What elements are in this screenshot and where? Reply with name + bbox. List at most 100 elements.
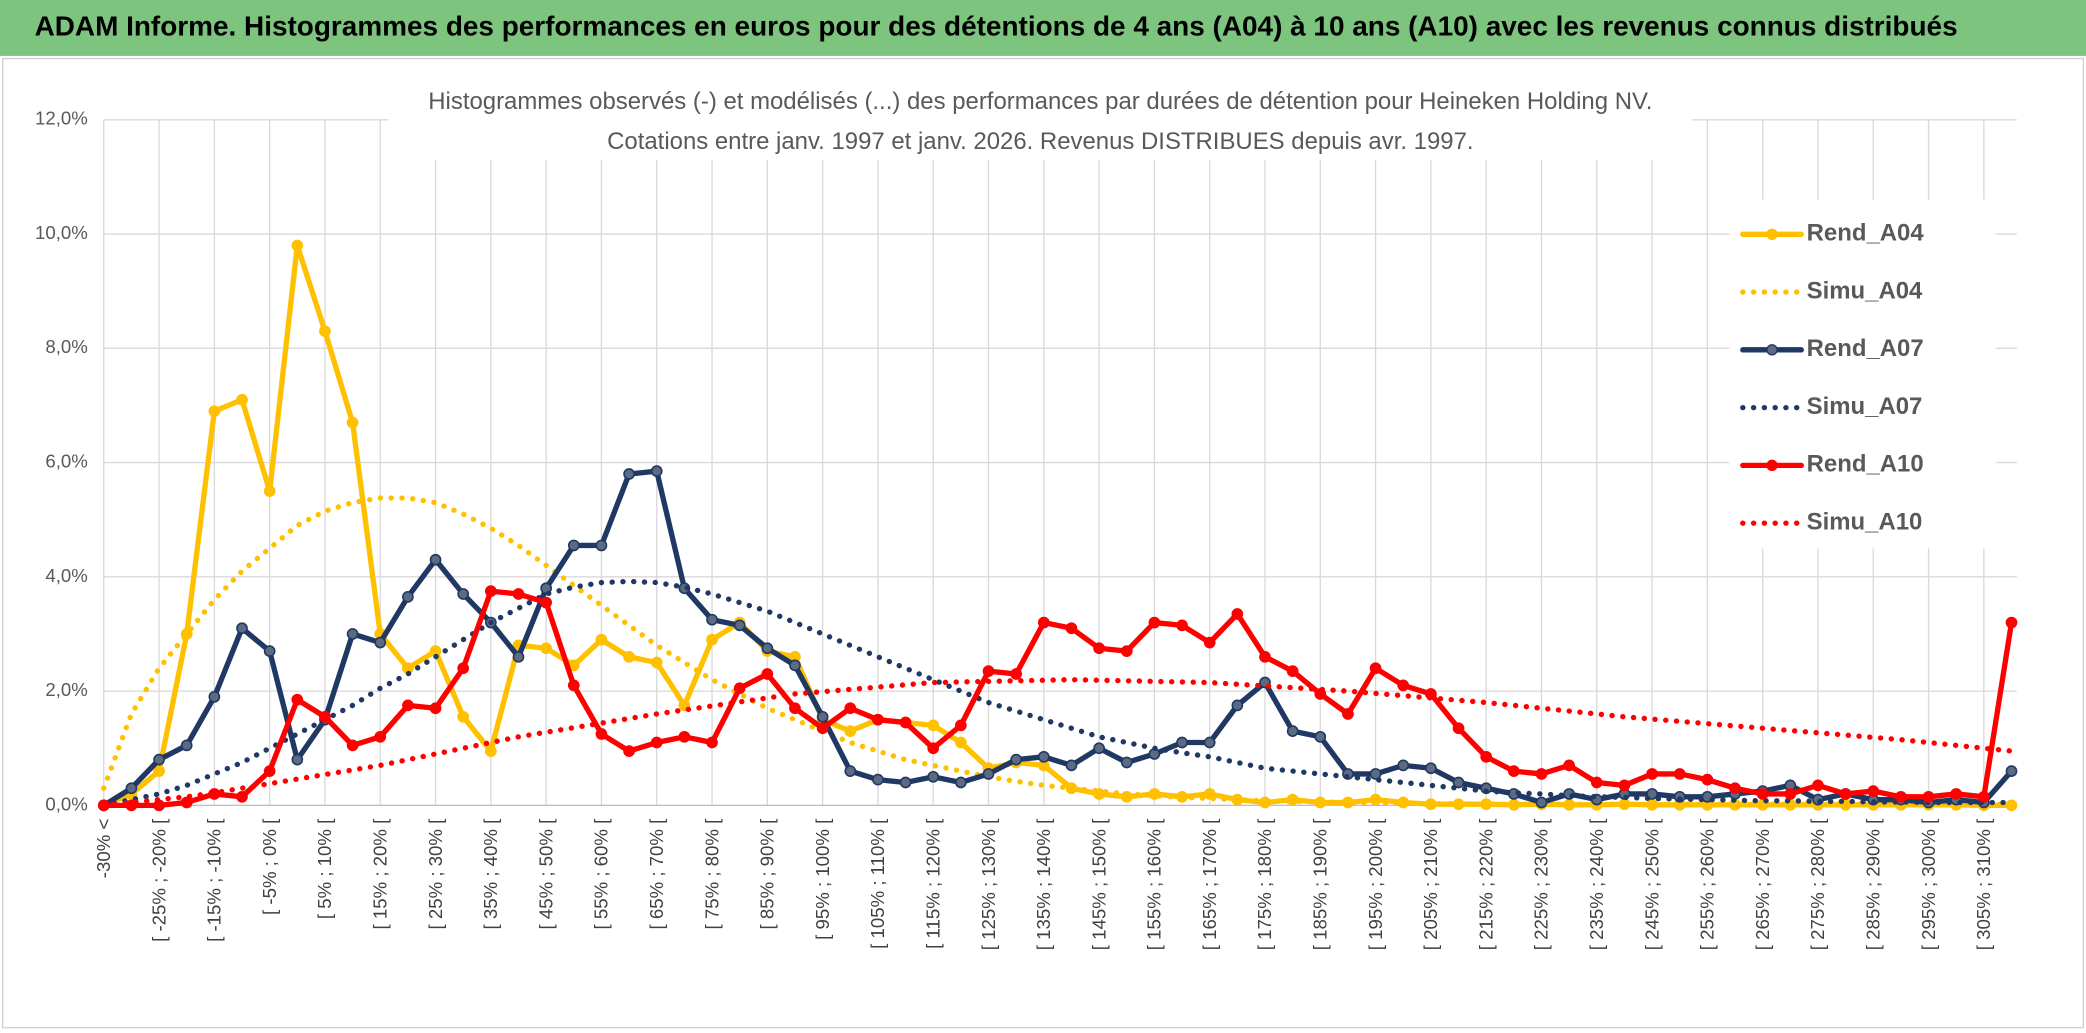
chart-subtitle: Cotations entre janv. 1997 et janv. 2026… [607, 128, 1473, 155]
y-tick-label: 6,0% [45, 451, 87, 472]
point-marker [567, 539, 580, 552]
point-marker [623, 650, 635, 663]
point-marker [872, 773, 884, 786]
point-marker [263, 645, 276, 657]
model-line [101, 495, 2015, 807]
point-marker [1535, 768, 1548, 780]
point-marker [789, 702, 801, 715]
point-marker [1342, 708, 1354, 720]
point-marker [1314, 730, 1327, 743]
point-marker [402, 699, 414, 712]
point-marker [1203, 736, 1216, 749]
point-marker [1231, 699, 1244, 712]
x-tick-label: [ 35% ; 40% [ [480, 818, 501, 930]
point-marker [484, 585, 497, 597]
point-marker [319, 710, 331, 723]
x-tick-label: [ 245% ; 250% [ [1641, 818, 1662, 950]
x-tick-label: [ 305% ; 310% [ [1973, 818, 1994, 950]
point-marker [1784, 788, 1797, 800]
point-marker [1590, 776, 1603, 789]
legend-marker [1766, 228, 1778, 241]
x-tick-label: [ 55% ; 60% [ [591, 818, 612, 930]
legend-label: Rend_A07 [1807, 335, 1924, 362]
observed-line [101, 588, 2015, 809]
observed-line [101, 242, 2015, 809]
point-marker [1480, 750, 1493, 763]
point-marker [872, 713, 884, 726]
point-marker [1618, 779, 1631, 792]
y-tick-label: 4,0% [45, 565, 87, 586]
point-marker [955, 719, 967, 732]
point-marker [1646, 768, 1658, 780]
legend-background [1729, 199, 1996, 549]
x-tick-label: [ -5% ; 0% [ [259, 818, 280, 915]
legend-label: Simu_A04 [1807, 277, 1923, 304]
x-tick-label: [ -15% ; -10% [ [204, 818, 225, 942]
point-marker [153, 765, 165, 777]
point-marker [899, 776, 912, 789]
point-marker [844, 702, 857, 715]
legend-marker [1766, 459, 1778, 472]
point-marker [1673, 768, 1686, 780]
x-tick-label: [ 295% ; 300% [ [1918, 818, 1939, 950]
point-marker [484, 745, 497, 757]
point-marker [2005, 616, 2018, 629]
point-marker [1452, 722, 1465, 735]
x-tick-label: [ 25% ; 30% [ [425, 818, 446, 930]
point-marker [623, 468, 635, 480]
point-marker [1756, 788, 1769, 800]
point-marker [2005, 765, 2018, 777]
point-marker [1895, 790, 1907, 803]
point-marker [1176, 619, 1188, 632]
x-tick-label: [ 155% ; 160% [ [1144, 818, 1165, 950]
point-marker [1065, 622, 1078, 635]
point-marker [512, 588, 525, 600]
x-tick-label: [ 115% ; 120% [ [922, 818, 943, 949]
point-marker [457, 662, 470, 675]
legend-marker [1766, 344, 1778, 356]
x-tick-label: [ 195% ; 200% [ [1365, 818, 1386, 950]
header-title: ADAM Informe. Histogrammes des performan… [35, 10, 1958, 41]
point-marker [263, 765, 276, 777]
point-marker [595, 728, 608, 740]
point-marker [346, 739, 359, 752]
legend-label: Rend_A10 [1807, 451, 1924, 478]
x-tick-label: [ 15% ; 20% [ [370, 818, 391, 930]
x-tick-label: [ 125% ; 130% [ [978, 818, 999, 950]
point-marker [816, 722, 829, 735]
point-marker [1259, 650, 1271, 663]
point-marker [540, 642, 552, 655]
point-marker [1812, 779, 1824, 792]
point-marker [927, 770, 940, 783]
point-marker [346, 416, 359, 429]
point-marker [125, 782, 138, 795]
y-tick-label: 8,0% [45, 336, 87, 357]
point-marker [650, 656, 663, 669]
point-marker [1425, 762, 1437, 775]
point-marker [595, 539, 608, 552]
point-marker [1701, 773, 1714, 786]
point-marker [1535, 796, 1548, 809]
x-tick-label: [ 205% ; 210% [ [1420, 818, 1441, 950]
point-marker [457, 588, 470, 600]
x-tick-label: [ 85% ; 90% [ [757, 818, 778, 930]
x-tick-label: [ 175% ; 180% [ [1254, 818, 1275, 950]
x-tick-label: [ -25% ; -20% [ [148, 818, 169, 942]
point-marker [595, 633, 608, 646]
point-marker [540, 596, 552, 609]
observed-line [101, 468, 2015, 809]
point-marker [733, 682, 746, 695]
point-marker [263, 485, 276, 498]
x-tick-label: -30% < [93, 819, 114, 879]
point-marker [346, 628, 359, 640]
point-marker [291, 753, 304, 766]
point-marker [678, 730, 691, 743]
point-marker [1839, 788, 1852, 800]
header-bar [0, 0, 2086, 56]
point-marker [1231, 608, 1244, 620]
point-marker [1286, 725, 1299, 737]
point-marker [927, 719, 940, 732]
point-marker [1507, 765, 1520, 777]
x-tick-label: [ 235% ; 240% [ [1586, 818, 1607, 950]
model-line [101, 677, 2015, 809]
